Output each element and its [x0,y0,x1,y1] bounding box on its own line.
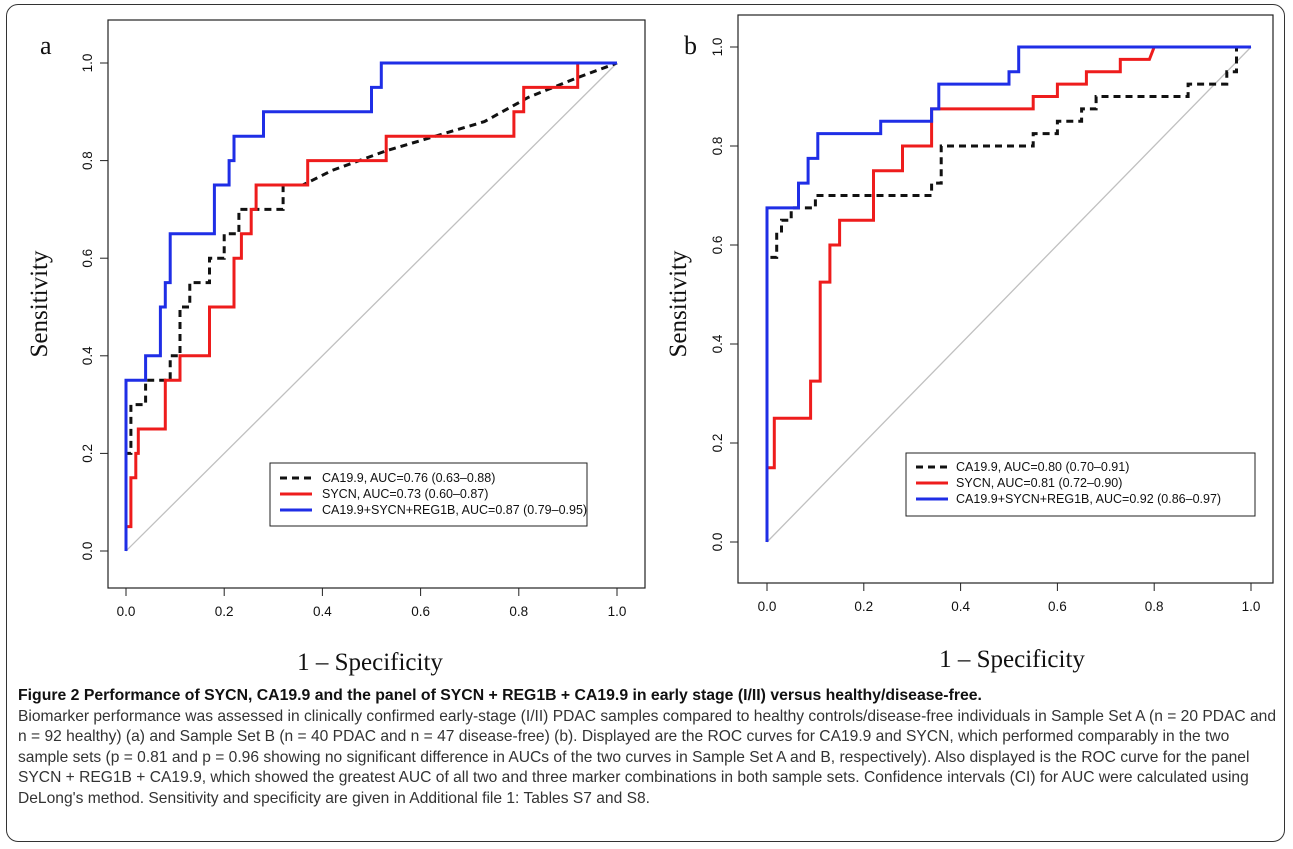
chart-panel-a: a 0.0 0.2 0.4 0.6 0.8 1.0 0.00.20.40.60.81.0 … [26,19,646,676]
legend-a: CA19.9, AUC=0.76 (0.63–0.88) SYCN, AUC=0… [269,462,588,527]
x-tick-label: 1.0 [1242,599,1261,614]
y-tick-label: 1.0 [710,38,725,57]
y-tick-label: 0.0 [710,533,725,552]
panel-label-a: a [40,31,52,60]
legend-label-sycn-a: SYCN, AUC=0.73 (0.60–0.87) [322,487,488,501]
legend-label-ca199-b: CA19.9, AUC=0.80 (0.70–0.91) [956,460,1129,474]
y-tick-label: 0.4 [710,334,725,353]
legend-label-panel-a: CA19.9+SYCN+REG1B, AUC=0.87 (0.79–0.95) [322,503,587,517]
roc-charts: a 0.0 0.2 0.4 0.6 0.8 1.0 0.00.20.40.60.81.0 … [26,14,1274,676]
x-tick-label: 0.0 [758,599,777,614]
series-group-a [124,61,618,551]
x-tick-label: 0.8 [509,604,528,619]
caption-body-text: Biomarker performance was assessed in cl… [18,707,1277,807]
y-tick-label: 0.0 [80,542,95,561]
y-tick-label: 1.0 [80,54,95,73]
y-tick-label: 0.2 [80,444,95,463]
x-tick-label: 0.2 [215,604,234,619]
legend-b: CA19.9, AUC=0.80 (0.70–0.91) SYCN, AUC=0… [905,452,1256,517]
y-axis-b: 0.0 0.2 0.4 0.6 0.8 1.0 [710,38,738,552]
x-tick-label: 0.8 [1145,599,1164,614]
roc-curve-sycn [124,61,617,551]
plot-area-b [737,14,1274,584]
y-tick-label: 0.8 [80,151,95,170]
caption-title: Figure 2 Performance of SYCN, CA19.9 and… [18,687,982,704]
figure-caption: Figure 2 Performance of SYCN, CA19.9 and… [18,686,1280,810]
legend-label-ca199-a: CA19.9, AUC=0.76 (0.63–0.88) [322,471,495,485]
roc-curve-panel [765,45,1251,542]
x-tick-label: 0.2 [854,599,873,614]
x-tick-label: 0.6 [411,604,430,619]
x-axis-a: 0.0 0.2 0.4 0.6 0.8 1.0 [117,588,627,619]
y-tick-label: 0.4 [80,346,95,365]
y-tick-label: 0.6 [80,249,95,268]
y-axis-label-b: Sensitivity [665,250,692,357]
x-tick-label: 0.0 [117,604,136,619]
roc-curve-panel [124,61,617,551]
caption-paragraph: Figure 2 Performance of SYCN, CA19.9 and… [18,686,1280,810]
x-tick-label: 0.4 [313,604,332,619]
chart-panel-b: b 0.0 0.2 0.4 0.6 0.8 1.0 0.00.20.40.60.81.0 … [665,14,1274,673]
legend-label-panel-b: CA19.9+SYCN+REG1B, AUC=0.92 (0.86–0.97) [956,492,1221,506]
x-axis-label-b: 1 – Specificity [939,646,1085,673]
x-axis-label-a: 1 – Specificity [297,649,443,676]
x-tick-label: 1.0 [608,604,627,619]
reference-line [766,46,1252,543]
reference-diagonal-b [766,46,1252,543]
x-tick-label: 0.4 [951,599,970,614]
series-group-b [765,45,1251,542]
y-tick-label: 0.2 [710,434,725,453]
roc-curve-sycn [765,45,1251,542]
legend-box-b [905,452,1256,517]
x-tick-label: 0.6 [1048,599,1067,614]
legend-box-a [269,462,588,527]
y-axis-a: 0.0 0.2 0.4 0.6 0.8 1.0 [80,54,108,561]
y-tick-label: 0.6 [710,236,725,255]
legend-label-sycn-b: SYCN, AUC=0.81 (0.72–0.90) [956,476,1122,490]
reference-diagonal-a [125,62,618,552]
y-axis-label-a: Sensitivity [26,250,53,357]
y-tick-label: 0.8 [710,137,725,156]
reference-line [125,62,618,552]
panel-label-b: b [684,31,697,60]
roc-curve-ca199 [765,45,1251,542]
plot-area-a [107,19,646,589]
x-axis-b: 0.0 0.2 0.4 0.6 0.8 1.0 [758,583,1261,614]
